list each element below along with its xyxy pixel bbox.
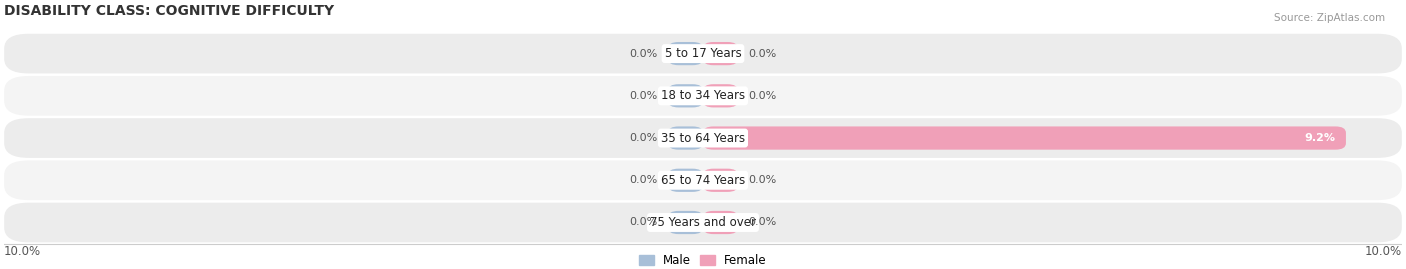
FancyBboxPatch shape (4, 203, 1402, 242)
FancyBboxPatch shape (703, 42, 738, 65)
FancyBboxPatch shape (4, 160, 1402, 200)
FancyBboxPatch shape (668, 84, 703, 107)
FancyBboxPatch shape (668, 42, 703, 65)
Text: Source: ZipAtlas.com: Source: ZipAtlas.com (1274, 13, 1385, 23)
FancyBboxPatch shape (4, 118, 1402, 158)
Text: 75 Years and over: 75 Years and over (650, 216, 756, 229)
Legend: Male, Female: Male, Female (640, 254, 766, 267)
Text: 0.0%: 0.0% (630, 133, 658, 143)
FancyBboxPatch shape (668, 169, 703, 192)
Text: 10.0%: 10.0% (1365, 245, 1402, 258)
Text: 0.0%: 0.0% (748, 49, 776, 59)
Text: 0.0%: 0.0% (630, 49, 658, 59)
FancyBboxPatch shape (4, 76, 1402, 116)
Text: 0.0%: 0.0% (630, 91, 658, 101)
FancyBboxPatch shape (668, 126, 703, 150)
FancyBboxPatch shape (703, 211, 738, 234)
Text: 65 to 74 Years: 65 to 74 Years (661, 174, 745, 187)
Text: 0.0%: 0.0% (630, 175, 658, 185)
FancyBboxPatch shape (703, 126, 1346, 150)
Text: 0.0%: 0.0% (630, 218, 658, 228)
Text: 5 to 17 Years: 5 to 17 Years (665, 47, 741, 60)
FancyBboxPatch shape (668, 211, 703, 234)
Text: DISABILITY CLASS: COGNITIVE DIFFICULTY: DISABILITY CLASS: COGNITIVE DIFFICULTY (4, 4, 335, 18)
Text: 18 to 34 Years: 18 to 34 Years (661, 89, 745, 102)
Text: 0.0%: 0.0% (748, 91, 776, 101)
FancyBboxPatch shape (4, 34, 1402, 73)
Text: 9.2%: 9.2% (1305, 133, 1336, 143)
Text: 35 to 64 Years: 35 to 64 Years (661, 132, 745, 144)
Text: 10.0%: 10.0% (4, 245, 41, 258)
Text: 0.0%: 0.0% (748, 218, 776, 228)
FancyBboxPatch shape (703, 84, 738, 107)
Text: 0.0%: 0.0% (748, 175, 776, 185)
FancyBboxPatch shape (703, 169, 738, 192)
